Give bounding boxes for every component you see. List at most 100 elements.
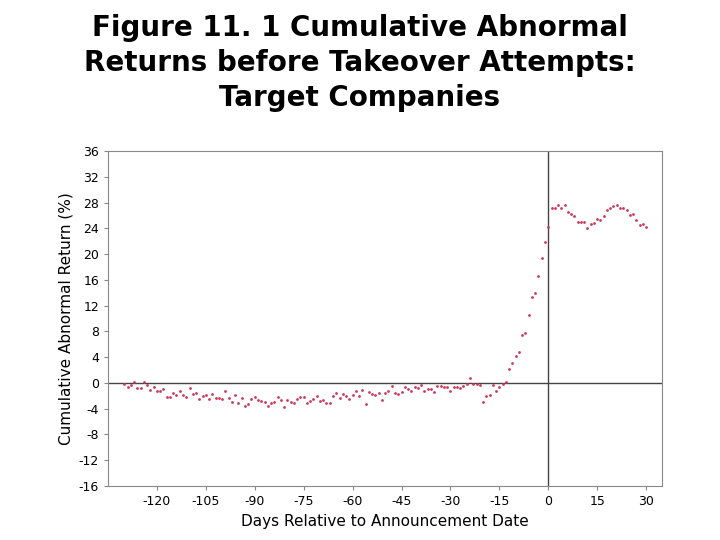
- Point: [634, 221, 645, 230]
- Point: [507, 359, 518, 368]
- Point: [549, 204, 561, 213]
- Point: [318, 396, 329, 404]
- Point: [379, 389, 391, 397]
- Point: [533, 272, 544, 280]
- Point: [608, 202, 619, 211]
- Point: [217, 395, 228, 403]
- Point: [591, 215, 603, 224]
- Point: [386, 382, 397, 391]
- Point: [324, 399, 336, 408]
- Point: [213, 393, 225, 402]
- Point: [396, 388, 408, 397]
- Point: [611, 201, 623, 210]
- Point: [258, 397, 270, 406]
- Point: [418, 386, 430, 395]
- Point: [529, 288, 541, 297]
- Point: [487, 381, 498, 390]
- Point: [151, 387, 163, 395]
- Point: [484, 390, 495, 399]
- Point: [552, 201, 564, 210]
- Point: [356, 386, 368, 394]
- Point: [520, 329, 531, 338]
- Point: [207, 390, 218, 399]
- Point: [341, 392, 352, 400]
- Point: [328, 392, 339, 400]
- Point: [503, 364, 515, 373]
- Point: [190, 389, 202, 398]
- Point: [637, 219, 649, 228]
- Point: [256, 396, 267, 405]
- Point: [298, 393, 310, 402]
- Point: [435, 382, 446, 390]
- Point: [477, 397, 489, 406]
- Point: [203, 395, 215, 404]
- Point: [294, 393, 306, 401]
- Point: [226, 397, 238, 406]
- Point: [474, 381, 485, 389]
- Point: [132, 384, 143, 393]
- Point: [578, 218, 590, 227]
- Point: [311, 392, 323, 401]
- Point: [125, 380, 137, 389]
- Point: [350, 386, 361, 395]
- Point: [399, 383, 410, 391]
- Point: [454, 384, 466, 393]
- Point: [177, 391, 189, 400]
- Point: [445, 387, 456, 395]
- Point: [448, 383, 459, 391]
- Point: [598, 212, 609, 221]
- Point: [409, 383, 420, 391]
- Point: [292, 394, 303, 403]
- Point: [119, 380, 130, 388]
- Point: [347, 391, 359, 400]
- Point: [500, 378, 512, 387]
- Point: [390, 389, 401, 397]
- Point: [431, 382, 443, 390]
- Point: [376, 396, 387, 404]
- Point: [135, 384, 146, 393]
- Point: [187, 390, 199, 399]
- Point: [412, 384, 423, 393]
- Point: [168, 389, 179, 397]
- Point: [497, 380, 508, 388]
- Point: [516, 330, 528, 339]
- Point: [373, 389, 384, 397]
- Point: [230, 391, 241, 400]
- Text: Figure 11. 1 Cumulative Abnormal: Figure 11. 1 Cumulative Abnormal: [92, 14, 628, 42]
- Point: [464, 374, 476, 383]
- Point: [542, 222, 554, 231]
- Point: [565, 210, 577, 219]
- Point: [588, 218, 600, 227]
- Point: [562, 208, 574, 217]
- Point: [301, 399, 312, 408]
- Point: [154, 387, 166, 395]
- Point: [601, 206, 613, 214]
- Point: [458, 382, 469, 390]
- Point: [262, 402, 274, 410]
- Point: [415, 381, 427, 389]
- Y-axis label: Cumulative Abnormal Return (%): Cumulative Abnormal Return (%): [58, 192, 73, 445]
- Point: [265, 399, 276, 408]
- Point: [595, 215, 606, 224]
- Point: [605, 204, 616, 212]
- Point: [627, 210, 639, 218]
- Point: [614, 204, 626, 212]
- Point: [569, 211, 580, 220]
- Point: [438, 382, 450, 391]
- Point: [161, 393, 173, 401]
- Point: [585, 220, 596, 229]
- Point: [282, 395, 293, 404]
- Point: [279, 403, 290, 411]
- Point: [200, 390, 212, 399]
- Point: [363, 387, 374, 396]
- Point: [366, 389, 378, 398]
- Point: [138, 378, 150, 387]
- Point: [148, 382, 159, 391]
- Point: [269, 398, 280, 407]
- Point: [640, 222, 652, 231]
- Point: [526, 292, 538, 301]
- Point: [337, 390, 348, 399]
- Point: [243, 400, 254, 408]
- Point: [330, 389, 342, 398]
- Point: [275, 395, 287, 404]
